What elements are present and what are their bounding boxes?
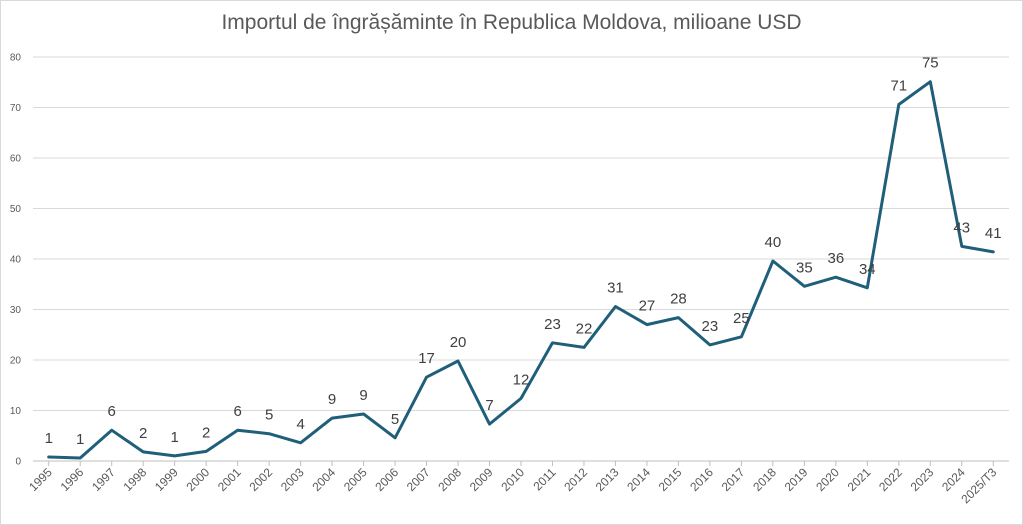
x-tick-label: 2009 (467, 465, 496, 494)
chart-title: Importul de îngrășăminte în Republica Mo… (221, 11, 802, 34)
data-label: 9 (359, 387, 367, 404)
data-label: 23 (702, 318, 719, 335)
data-label: 28 (670, 291, 687, 308)
data-label: 2 (139, 425, 147, 442)
x-tick-label: 2004 (309, 465, 338, 494)
data-label: 22 (576, 320, 593, 337)
x-tick-label: 2025/T3 (958, 465, 999, 506)
data-label: 4 (296, 416, 304, 433)
y-tick-label: 30 (10, 305, 22, 316)
x-tick-label: 2008 (435, 465, 464, 494)
y-tick-label: 10 (10, 406, 22, 417)
x-tick-label: 2011 (530, 465, 558, 493)
data-label: 23 (544, 316, 561, 333)
x-tick-label: 2012 (561, 465, 590, 494)
data-label: 7 (485, 397, 493, 414)
data-label: 40 (765, 234, 782, 251)
x-tick-label: 2018 (750, 465, 779, 494)
x-tick-label: 2006 (372, 465, 401, 494)
data-label: 25 (733, 310, 750, 327)
data-label: 1 (76, 431, 84, 448)
series-line (47, 80, 995, 460)
x-tick-label: 2015 (656, 465, 685, 494)
data-label: 34 (859, 261, 876, 278)
x-tick-label: 2005 (341, 465, 370, 494)
x-tick-label: 2013 (593, 465, 622, 494)
data-label: 35 (796, 259, 813, 276)
data-label: 6 (108, 403, 116, 420)
data-label: 43 (953, 219, 970, 236)
data-label: 75 (922, 55, 939, 72)
data-label: 41 (985, 225, 1002, 242)
x-tick-label: 1996 (58, 465, 87, 494)
data-label: 27 (639, 298, 656, 315)
data-label: 5 (265, 407, 273, 424)
data-label: 12 (513, 371, 530, 388)
y-tick-label: 80 (10, 53, 22, 64)
y-tick-label: 20 (10, 356, 22, 367)
data-label: 1 (171, 429, 179, 446)
x-tick-label: 2014 (624, 465, 653, 494)
x-tick-label: 2003 (278, 465, 307, 494)
x-tick-label: 2010 (498, 465, 527, 494)
y-tick-label: 70 (10, 103, 22, 114)
x-tick-label: 1995 (26, 465, 55, 494)
x-tick-label: 2022 (876, 465, 905, 494)
x-tick-label: 2020 (813, 465, 842, 494)
x-tick-label: 2016 (687, 465, 716, 494)
data-label: 31 (607, 279, 624, 296)
x-tick-label: 2000 (184, 465, 213, 494)
x-tick-label: 2019 (782, 465, 811, 494)
x-tick-label: 1997 (89, 465, 118, 494)
data-label: 71 (890, 77, 907, 94)
data-label: 20 (450, 334, 467, 351)
y-tick-label: 40 (10, 255, 22, 266)
y-tick-label: 60 (10, 154, 22, 165)
data-label: 36 (827, 250, 844, 267)
data-label: 9 (328, 391, 336, 408)
y-tick-label: 50 (10, 204, 22, 215)
x-tick-label: 1998 (121, 465, 150, 494)
x-tick-label: 2002 (246, 465, 275, 494)
y-tick-label: 0 (15, 457, 21, 468)
x-tick-label: 2001 (215, 465, 244, 494)
x-tick-label: 2017 (719, 465, 748, 494)
x-tick-label: 2007 (404, 465, 433, 494)
x-tick-label: 1999 (152, 465, 181, 494)
x-tick-label: 2021 (845, 465, 874, 494)
data-label: 6 (233, 403, 241, 420)
data-label: 1 (45, 430, 53, 447)
data-label: 5 (391, 411, 399, 428)
x-tick-label: 2023 (908, 465, 937, 494)
data-label: 17 (418, 350, 435, 367)
data-label: 2 (202, 424, 210, 441)
